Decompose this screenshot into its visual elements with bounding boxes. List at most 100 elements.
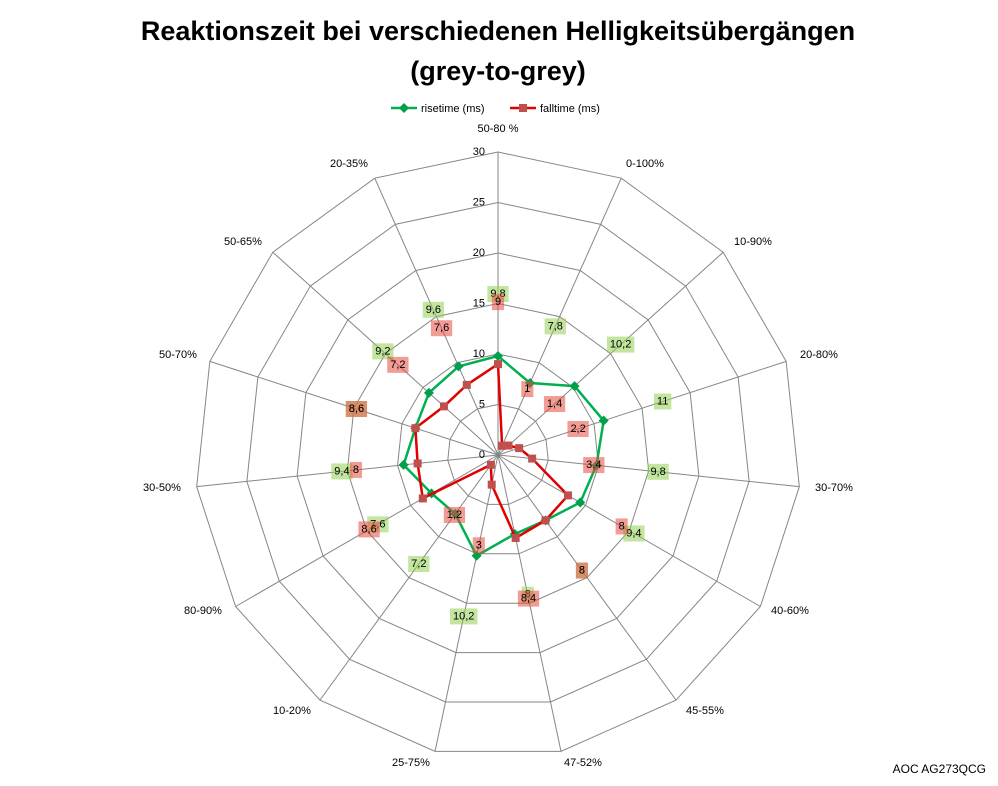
falltime-data-label-text: 3,4 <box>586 459 601 471</box>
risetime-data-label-background <box>422 301 444 318</box>
category-label: 30-70% <box>815 482 853 494</box>
falltime-square-marker <box>528 454 537 463</box>
risetime-data-label: 9,6 <box>422 301 444 318</box>
falltime-data-label: 2,2 <box>567 420 589 437</box>
legend-diamond-marker-icon <box>399 103 409 113</box>
risetime-data-label-background <box>449 608 478 625</box>
category-label: 40-60% <box>771 605 809 617</box>
falltime-data-label-text: 8 <box>353 464 359 476</box>
category-label: 80-90% <box>184 605 222 617</box>
falltime-data-label-background <box>349 461 363 478</box>
falltime-data-label-text: 8,4 <box>521 593 536 605</box>
risetime-diamond-marker <box>598 415 609 426</box>
falltime-data-label-text: 2,2 <box>570 423 585 435</box>
risetime-data-label-background <box>606 336 635 353</box>
series-line-risetime <box>402 354 605 558</box>
legend-square-marker-icon <box>519 104 527 112</box>
falltime-data-label-background <box>543 396 566 413</box>
falltime-data-label-text: 1,2 <box>447 509 462 521</box>
category-label: 50-80 % <box>478 123 519 135</box>
risetime-diamond-marker <box>398 459 409 470</box>
falltime-data-label-background <box>443 506 466 523</box>
falltime-square-marker <box>462 380 471 389</box>
falltime-data-label: 1,4 <box>543 396 566 413</box>
grid-ring <box>346 302 650 604</box>
series-line-falltime <box>414 362 570 540</box>
category-label: 50-65% <box>224 236 262 248</box>
risetime-data-label-text: 10,2 <box>610 339 631 351</box>
category-label: 45-55% <box>686 705 724 717</box>
falltime-square-marker <box>563 491 572 500</box>
grid-ring <box>196 151 800 752</box>
category-label: 47-52% <box>564 757 602 769</box>
falltime-data-label: 7,2 <box>387 356 409 373</box>
falltime-data-label: 1,2 <box>443 506 466 523</box>
falltime-data-label-text: 8 <box>579 565 585 577</box>
risetime-diamond-marker <box>453 361 464 372</box>
falltime-data-label: 7,6 <box>430 320 453 337</box>
falltime-square-marker <box>413 459 422 468</box>
grid-spoke <box>319 454 499 701</box>
risetime-diamond-marker <box>493 351 503 362</box>
risetime-data-label-background <box>331 463 353 480</box>
series-falltime <box>411 360 572 542</box>
risetime-data-label: 11 <box>653 393 672 410</box>
grid-ring <box>296 252 700 654</box>
falltime-data-label-text: 8,6 <box>349 403 364 415</box>
grid-ring <box>246 201 750 703</box>
falltime-data-label-text: 1,4 <box>547 398 562 410</box>
category-label: 0-100% <box>626 158 664 170</box>
falltime-data-label-text: 7,6 <box>434 322 449 334</box>
falltime-data-label: 8,4 <box>517 590 540 607</box>
legend-item-risetime: risetime (ms) <box>391 103 485 115</box>
falltime-square-marker <box>487 480 496 489</box>
falltime-data-label-text: 8 <box>619 520 625 532</box>
falltime-square-marker <box>511 533 520 542</box>
falltime-data-label-background <box>358 521 380 538</box>
falltime-square-marker <box>498 441 507 450</box>
falltime-square-marker <box>515 444 524 453</box>
falltime-data-label-text: 7,2 <box>390 359 405 371</box>
falltime-data-label: 8,6 <box>358 521 380 538</box>
risetime-data-label: 9,4 <box>331 463 353 480</box>
falltime-data-label-background <box>583 457 605 474</box>
risetime-data-label-background <box>408 555 430 572</box>
radar-grid <box>196 151 800 752</box>
falltime-data-label: 1 <box>521 381 534 398</box>
footer-annotation: AOC AG273QCG <box>893 762 986 776</box>
radial-tick-label: 30 <box>473 146 485 158</box>
legend-item-falltime: falltime (ms) <box>510 103 600 115</box>
falltime-square-marker <box>494 360 502 369</box>
falltime-data-label: 8 <box>615 518 628 535</box>
falltime-data-label: 8 <box>349 461 363 478</box>
risetime-data-label-text: 9,4 <box>334 465 349 477</box>
falltime-square-marker <box>504 441 513 450</box>
risetime-data-label: 9,2 <box>372 343 394 360</box>
falltime-data-label-background <box>472 537 485 554</box>
risetime-data-label-text: 10,2 <box>453 610 474 622</box>
legend-label-risetime: risetime (ms) <box>421 103 485 115</box>
falltime-data-label: 3,4 <box>583 457 605 474</box>
grid-spoke <box>497 360 787 456</box>
falltime-square-marker <box>418 494 427 503</box>
falltime-data-label-background <box>567 420 589 437</box>
falltime-data-label-background <box>345 400 368 417</box>
radial-tick-label: 15 <box>473 298 485 310</box>
grid-spoke <box>497 251 724 456</box>
falltime-data-label-background <box>387 356 409 373</box>
legend-label-falltime: falltime (ms) <box>540 103 600 115</box>
risetime-diamond-marker <box>423 387 434 398</box>
legend: risetime (ms) falltime (ms) <box>391 103 600 115</box>
category-label: 50-70% <box>159 349 197 361</box>
risetime-diamond-marker <box>569 381 580 392</box>
falltime-square-marker <box>439 402 448 411</box>
risetime-data-label-background <box>623 525 645 542</box>
category-label: 10-90% <box>734 236 772 248</box>
risetime-data-label-text: 7,2 <box>411 558 426 570</box>
risetime-data-label-text: 9,4 <box>626 527 641 539</box>
risetime-data-label: 10,2 <box>449 608 478 625</box>
category-label: 25-75% <box>392 757 430 769</box>
falltime-data-label-text: 3 <box>476 539 482 551</box>
chart-title-line-2: (grey-to-grey) <box>410 56 586 86</box>
